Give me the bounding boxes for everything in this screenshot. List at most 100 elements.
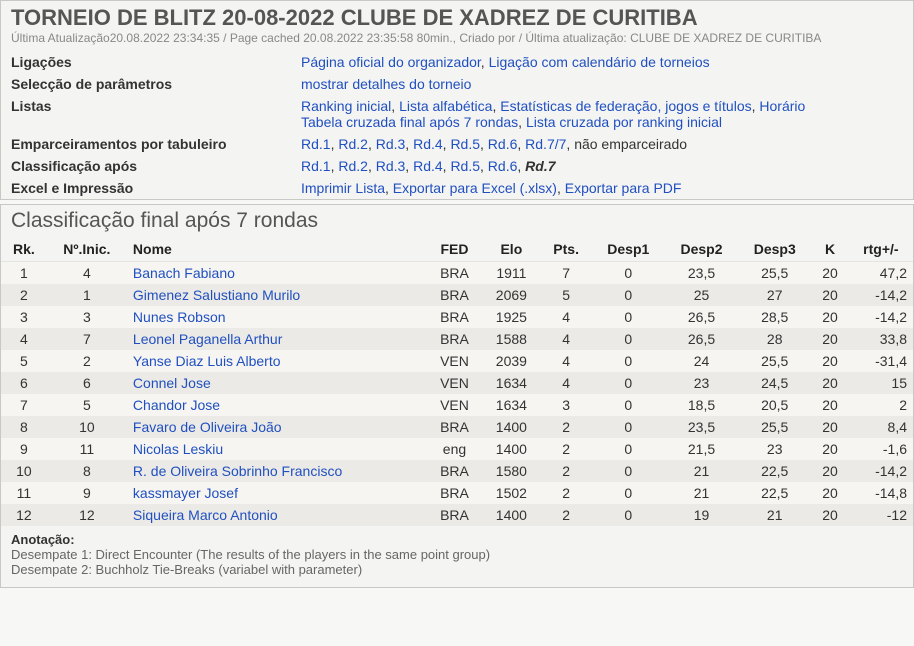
cell-k: 20 (811, 460, 848, 482)
cell-desp3: 22,5 (738, 482, 811, 504)
cell-k: 20 (811, 504, 848, 526)
info-link[interactable]: Horário (759, 98, 805, 114)
cell-rtg: 47,2 (849, 262, 913, 285)
cell-rank: 10 (1, 460, 47, 482)
cell-name: kassmayer Josef (127, 482, 427, 504)
info-link[interactable]: Rd.1 (301, 158, 331, 174)
info-label: Emparceiramentos por tabuleiro (1, 133, 291, 155)
cell-fed: BRA (427, 328, 482, 350)
info-link[interactable]: Rd.2 (338, 158, 368, 174)
info-link[interactable]: Rd.4 (413, 158, 443, 174)
table-row: 21Gimenez Salustiano MuriloBRA2069502527… (1, 284, 913, 306)
player-link[interactable]: R. de Oliveira Sobrinho Francisco (133, 463, 342, 479)
cell-desp2: 19 (665, 504, 738, 526)
separator: , (480, 136, 488, 152)
info-link[interactable]: mostrar detalhes do torneio (301, 76, 471, 92)
info-link[interactable]: Rd.4 (413, 136, 443, 152)
player-link[interactable]: Nunes Robson (133, 309, 226, 325)
player-link[interactable]: Chandor Jose (133, 397, 220, 413)
table-row: 66Connel JoseVEN1634402324,52015 (1, 372, 913, 394)
table-row: 119kassmayer JosefBRA1502202122,520-14,8 (1, 482, 913, 504)
cell-desp1: 0 (592, 306, 665, 328)
info-link[interactable]: Exportar para PDF (565, 180, 682, 196)
cell-pts: 4 (541, 306, 592, 328)
info-link[interactable]: Ligação com calendário de torneios (489, 54, 710, 70)
info-link[interactable]: Página oficial do organizador (301, 54, 481, 70)
cell-desp1: 0 (592, 372, 665, 394)
player-link[interactable]: Gimenez Salustiano Murilo (133, 287, 300, 303)
info-link[interactable]: Rd.5 (450, 158, 480, 174)
player-link[interactable]: Connel Jose (133, 375, 211, 391)
cell-initial: 1 (47, 284, 127, 306)
info-link[interactable]: Tabela cruzada final após 7 rondas (301, 114, 518, 130)
info-link[interactable]: Lista cruzada por ranking inicial (526, 114, 722, 130)
info-link[interactable]: Rd.6 (488, 136, 518, 152)
info-link[interactable]: Lista alfabética (399, 98, 492, 114)
standings-col-header: Rk. (1, 237, 47, 262)
info-link[interactable]: Rd.7/7 (525, 136, 566, 152)
footnote: Anotação: Desempate 1: Direct Encounter … (1, 526, 913, 587)
cell-initial: 5 (47, 394, 127, 416)
player-link[interactable]: Banach Fabiano (133, 265, 235, 281)
cell-pts: 2 (541, 482, 592, 504)
player-link[interactable]: Siqueira Marco Antonio (133, 507, 278, 523)
cell-desp2: 26,5 (665, 306, 738, 328)
cell-rank: 7 (1, 394, 47, 416)
cell-name: Gimenez Salustiano Murilo (127, 284, 427, 306)
cell-rank: 6 (1, 372, 47, 394)
cell-desp1: 0 (592, 328, 665, 350)
cell-initial: 12 (47, 504, 127, 526)
info-link[interactable]: Rd.6 (488, 158, 518, 174)
table-row: 52Yanse Diaz Luis AlbertoVEN2039402425,5… (1, 350, 913, 372)
info-value: Rd.1, Rd.2, Rd.3, Rd.4, Rd.5, Rd.6, Rd.7… (291, 133, 913, 155)
cell-elo: 2069 (482, 284, 540, 306)
cell-initial: 4 (47, 262, 127, 285)
cell-elo: 1925 (482, 306, 540, 328)
info-link[interactable]: Rd.5 (450, 136, 480, 152)
info-link[interactable]: Estatísticas de federação, jogos e títul… (500, 98, 751, 114)
separator: , (481, 54, 489, 70)
separator: , (517, 136, 525, 152)
info-link[interactable]: Ranking inicial (301, 98, 391, 114)
cell-desp2: 24 (665, 350, 738, 372)
standings-table: Rk.Nº.Inic.NomeFEDEloPts.Desp1Desp2Desp3… (1, 237, 913, 526)
cell-elo: 1400 (482, 504, 540, 526)
cell-fed: BRA (427, 460, 482, 482)
info-link[interactable]: Rd.2 (338, 136, 368, 152)
cell-fed: BRA (427, 262, 482, 285)
cell-pts: 3 (541, 394, 592, 416)
info-link[interactable]: Rd.3 (376, 158, 406, 174)
cell-k: 20 (811, 416, 848, 438)
player-link[interactable]: Nicolas Leskiu (133, 441, 223, 457)
separator: , (517, 158, 525, 174)
table-row: 33Nunes RobsonBRA19254026,528,520-14,2 (1, 306, 913, 328)
cell-desp2: 25 (665, 284, 738, 306)
info-table: LigaçõesPágina oficial do organizador, L… (1, 51, 913, 199)
cell-k: 20 (811, 262, 848, 285)
cell-k: 20 (811, 284, 848, 306)
standings-section: Classificação final após 7 rondas Rk.Nº.… (0, 204, 914, 588)
cell-pts: 4 (541, 350, 592, 372)
cell-pts: 4 (541, 372, 592, 394)
table-row: 108R. de Oliveira Sobrinho FranciscoBRA1… (1, 460, 913, 482)
cell-rank: 5 (1, 350, 47, 372)
cell-desp3: 24,5 (738, 372, 811, 394)
cell-desp2: 21 (665, 460, 738, 482)
cell-k: 20 (811, 328, 848, 350)
info-link[interactable]: Exportar para Excel (.xlsx) (393, 180, 557, 196)
cell-desp1: 0 (592, 262, 665, 285)
player-link[interactable]: Leonel Paganella Arthur (133, 331, 282, 347)
cell-desp2: 23,5 (665, 416, 738, 438)
tournament-subtitle: Última Atualização20.08.2022 23:34:35 / … (1, 31, 913, 51)
info-link[interactable]: Imprimir Lista (301, 180, 385, 196)
cell-rtg: 2 (849, 394, 913, 416)
player-link[interactable]: kassmayer Josef (133, 485, 238, 501)
cell-desp3: 25,5 (738, 350, 811, 372)
info-link[interactable]: Rd.3 (376, 136, 406, 152)
table-row: 14Banach FabianoBRA19117023,525,52047,2 (1, 262, 913, 285)
player-link[interactable]: Favaro de Oliveira João (133, 419, 282, 435)
info-link[interactable]: Rd.1 (301, 136, 331, 152)
cell-desp3: 25,5 (738, 416, 811, 438)
player-link[interactable]: Yanse Diaz Luis Alberto (133, 353, 281, 369)
info-value: Ranking inicial, Lista alfabética, Estat… (291, 95, 913, 133)
